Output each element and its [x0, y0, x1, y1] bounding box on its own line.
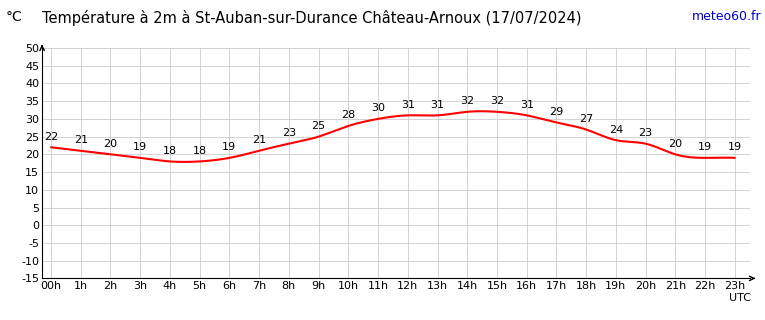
Text: 21: 21 — [73, 135, 88, 145]
Text: 31: 31 — [431, 100, 444, 110]
Text: 20: 20 — [103, 139, 118, 149]
Text: 22: 22 — [44, 132, 58, 142]
Text: 19: 19 — [223, 142, 236, 152]
Text: 19: 19 — [133, 142, 147, 152]
Text: 32: 32 — [461, 96, 474, 106]
Text: 23: 23 — [639, 128, 653, 138]
Text: UTC: UTC — [729, 293, 751, 303]
Text: 25: 25 — [311, 121, 326, 131]
Text: 18: 18 — [193, 146, 207, 156]
Text: °C: °C — [6, 10, 23, 24]
Text: 19: 19 — [728, 142, 742, 152]
Text: Température à 2m à St-Auban-sur-Durance Château-Arnoux (17/07/2024): Température à 2m à St-Auban-sur-Durance … — [42, 10, 581, 26]
Text: 32: 32 — [490, 96, 504, 106]
Text: 24: 24 — [609, 124, 623, 135]
Text: 21: 21 — [252, 135, 266, 145]
Text: 20: 20 — [669, 139, 682, 149]
Text: 27: 27 — [579, 114, 594, 124]
Text: 31: 31 — [401, 100, 415, 110]
Text: 19: 19 — [698, 142, 712, 152]
Text: 28: 28 — [341, 110, 356, 120]
Text: 18: 18 — [163, 146, 177, 156]
Text: 29: 29 — [549, 107, 564, 117]
Text: meteo60.fr: meteo60.fr — [692, 10, 761, 23]
Text: 31: 31 — [519, 100, 534, 110]
Text: 30: 30 — [371, 103, 385, 113]
Text: 23: 23 — [282, 128, 296, 138]
